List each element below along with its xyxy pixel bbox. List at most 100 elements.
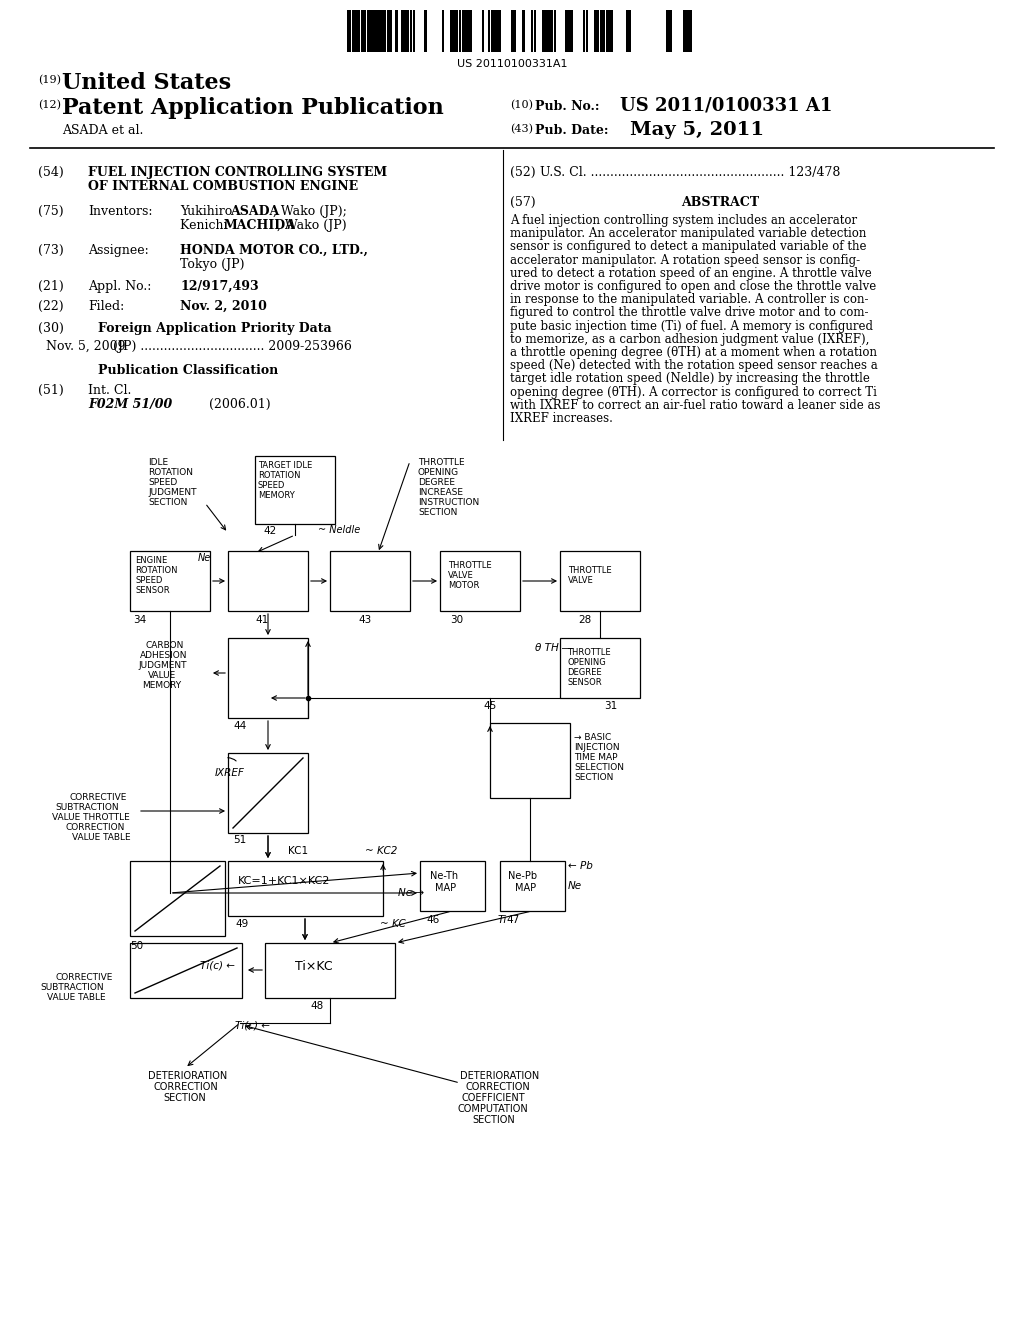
Text: Ti: Ti bbox=[498, 915, 507, 925]
Text: OPENING: OPENING bbox=[567, 657, 606, 667]
Text: target idle rotation speed (Neldle) by increasing the throttle: target idle rotation speed (Neldle) by i… bbox=[510, 372, 869, 385]
Text: THROTTLE: THROTTLE bbox=[567, 648, 610, 657]
Bar bbox=[420, 861, 485, 911]
Text: MEMORY: MEMORY bbox=[142, 681, 181, 690]
Text: CORRECTION: CORRECTION bbox=[153, 1082, 218, 1092]
Text: Nov. 2, 2010: Nov. 2, 2010 bbox=[180, 300, 267, 313]
Text: accelerator manipulator. A rotation speed sensor is config-: accelerator manipulator. A rotation spee… bbox=[510, 253, 860, 267]
Bar bbox=[560, 550, 640, 611]
Text: ~ KC2: ~ KC2 bbox=[365, 846, 397, 855]
Text: ASADA: ASADA bbox=[230, 205, 280, 218]
Text: Tokyo (JP): Tokyo (JP) bbox=[180, 257, 245, 271]
Text: ADHESION: ADHESION bbox=[140, 651, 187, 660]
Bar bbox=[490, 11, 493, 51]
Text: DETERIORATION: DETERIORATION bbox=[460, 1071, 540, 1081]
Text: (57): (57) bbox=[510, 195, 536, 209]
Bar bbox=[554, 11, 556, 51]
Bar bbox=[511, 11, 515, 51]
Text: Foreign Application Priority Data: Foreign Application Priority Data bbox=[98, 322, 332, 335]
Text: Filed:: Filed: bbox=[88, 300, 124, 313]
Text: CORRECTION: CORRECTION bbox=[65, 822, 124, 832]
Text: ROTATION: ROTATION bbox=[148, 469, 193, 477]
Text: IDLE: IDLE bbox=[148, 458, 168, 467]
Text: SENSOR: SENSOR bbox=[567, 678, 602, 686]
Text: ~ KC: ~ KC bbox=[380, 919, 406, 929]
Text: CORRECTIVE: CORRECTIVE bbox=[55, 973, 113, 982]
Text: Int. Cl.: Int. Cl. bbox=[88, 384, 131, 397]
Text: 42: 42 bbox=[263, 525, 276, 536]
Text: 41: 41 bbox=[255, 615, 268, 624]
Text: Assignee:: Assignee: bbox=[88, 244, 148, 257]
Bar bbox=[228, 550, 308, 611]
Bar bbox=[410, 11, 413, 51]
Bar bbox=[255, 455, 335, 524]
Bar bbox=[376, 11, 378, 51]
Bar bbox=[459, 11, 461, 51]
Text: ABSTRACT: ABSTRACT bbox=[681, 195, 759, 209]
Bar bbox=[462, 11, 467, 51]
Text: figured to control the throttle valve drive motor and to com-: figured to control the throttle valve dr… bbox=[510, 306, 868, 319]
Text: Inventors:: Inventors: bbox=[88, 205, 153, 218]
Text: Pub. Date:: Pub. Date: bbox=[535, 124, 608, 137]
Text: VALUE: VALUE bbox=[148, 671, 176, 680]
Text: SPEED: SPEED bbox=[148, 478, 177, 487]
Text: 49: 49 bbox=[234, 919, 248, 929]
Text: ROTATION: ROTATION bbox=[135, 566, 177, 576]
Text: a throttle opening degree (θTH) at a moment when a rotation: a throttle opening degree (θTH) at a mom… bbox=[510, 346, 877, 359]
Text: TARGET IDLE: TARGET IDLE bbox=[258, 461, 312, 470]
Bar bbox=[352, 11, 359, 51]
Text: THROTTLE: THROTTLE bbox=[568, 566, 611, 576]
Text: COEFFICIENT: COEFFICIENT bbox=[462, 1093, 525, 1104]
Bar bbox=[600, 11, 605, 51]
Text: Yukihiro: Yukihiro bbox=[180, 205, 237, 218]
Text: 31: 31 bbox=[604, 701, 617, 711]
Text: 34: 34 bbox=[133, 615, 146, 624]
Bar bbox=[560, 638, 640, 698]
Bar bbox=[395, 11, 398, 51]
Text: drive motor is configured to open and close the throttle valve: drive motor is configured to open and cl… bbox=[510, 280, 877, 293]
Bar bbox=[545, 11, 553, 51]
Text: Nov. 5, 2009: Nov. 5, 2009 bbox=[46, 341, 126, 352]
Text: Kenichi: Kenichi bbox=[180, 219, 231, 232]
Text: ROTATION: ROTATION bbox=[258, 471, 300, 480]
Text: IXREF: IXREF bbox=[215, 768, 245, 777]
Text: (30): (30) bbox=[38, 322, 63, 335]
Bar bbox=[228, 861, 383, 916]
Bar bbox=[468, 11, 472, 51]
Bar bbox=[440, 550, 520, 611]
Text: with IXREF to correct an air-fuel ratio toward a leaner side as: with IXREF to correct an air-fuel ratio … bbox=[510, 399, 881, 412]
Bar bbox=[669, 11, 672, 51]
Text: CORRECTION: CORRECTION bbox=[465, 1082, 529, 1092]
Text: 12/917,493: 12/917,493 bbox=[180, 280, 259, 293]
Text: CARBON: CARBON bbox=[145, 642, 183, 649]
Text: DETERIORATION: DETERIORATION bbox=[148, 1071, 227, 1081]
Bar bbox=[500, 861, 565, 911]
Bar bbox=[565, 11, 568, 51]
Text: DEGREE: DEGREE bbox=[418, 478, 455, 487]
Bar bbox=[667, 11, 669, 51]
Bar bbox=[568, 11, 573, 51]
Bar bbox=[494, 11, 496, 51]
Text: VALVE: VALVE bbox=[568, 576, 594, 585]
Bar bbox=[373, 11, 375, 51]
Bar bbox=[686, 11, 689, 51]
Text: ured to detect a rotation speed of an engine. A throttle valve: ured to detect a rotation speed of an en… bbox=[510, 267, 871, 280]
Text: (73): (73) bbox=[38, 244, 63, 257]
Text: DEGREE: DEGREE bbox=[567, 668, 602, 677]
Bar bbox=[130, 550, 210, 611]
Bar bbox=[583, 11, 585, 51]
Text: ~ Neldle: ~ Neldle bbox=[318, 525, 360, 535]
Text: FUEL INJECTION CONTROLLING SYSTEM: FUEL INJECTION CONTROLLING SYSTEM bbox=[88, 166, 387, 180]
Bar bbox=[683, 11, 686, 51]
Text: MAP: MAP bbox=[515, 883, 537, 894]
Text: → BASIC: → BASIC bbox=[574, 733, 611, 742]
Text: OF INTERNAL COMBUSTION ENGINE: OF INTERNAL COMBUSTION ENGINE bbox=[88, 180, 358, 193]
Text: (12): (12) bbox=[38, 100, 61, 111]
Text: VALUE THROTTLE: VALUE THROTTLE bbox=[52, 813, 130, 822]
Text: VALVE: VALVE bbox=[449, 572, 474, 579]
Bar bbox=[346, 11, 351, 51]
Text: SENSOR: SENSOR bbox=[135, 586, 170, 595]
Text: SUBTRACTION: SUBTRACTION bbox=[40, 983, 103, 993]
Text: ← Pb: ← Pb bbox=[568, 861, 593, 871]
Text: 46: 46 bbox=[426, 915, 439, 925]
